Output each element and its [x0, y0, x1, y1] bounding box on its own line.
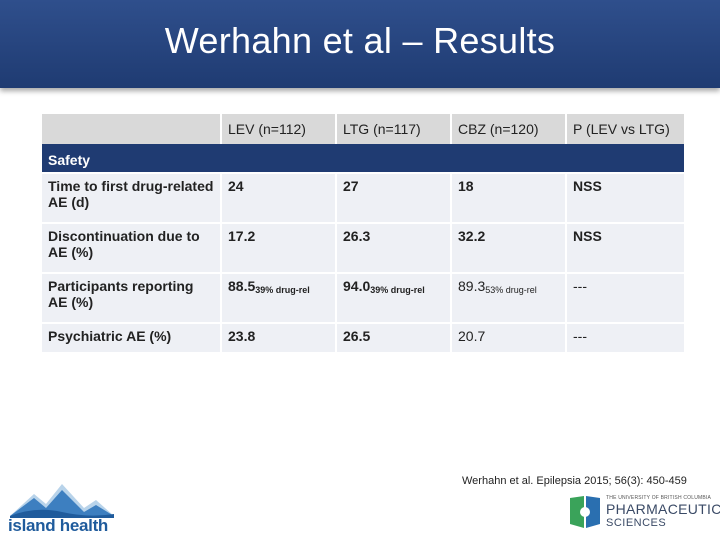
slide-title: Werhahn et al – Results [164, 20, 556, 61]
row-label: Time to first drug-related AE (d) [42, 172, 220, 222]
ubc-sciences: SCIENCES [606, 517, 667, 529]
cell-lev: 88.539% drug-rel [220, 272, 335, 322]
cell-ltg: 26.3 [335, 222, 450, 272]
header-cell-cbz: CBZ (n=120) [450, 114, 565, 144]
island-health-logo: island health [8, 516, 109, 535]
cell-sub-lev: 39% drug-rel [255, 285, 310, 295]
island-health-mountain-icon [10, 484, 114, 518]
header-cell-p: P (LEV vs LTG) [565, 114, 684, 144]
cell-lev: 24 [220, 172, 335, 222]
table-row: Participants reporting AE (%) 88.539% dr… [42, 272, 684, 322]
cell-p: NSS [565, 172, 684, 222]
cell-lev: 17.2 [220, 222, 335, 272]
table-row: Discontinuation due to AE (%) 17.2 26.3 … [42, 222, 684, 272]
section-row-safety: Safety [42, 144, 684, 172]
cell-p: --- [565, 322, 684, 352]
cell-sub-cbz: 53% drug-rel [485, 285, 537, 295]
results-table: LEV (n=112) LTG (n=117) CBZ (n=120) P (L… [42, 114, 684, 352]
cell-cbz: 20.7 [450, 322, 565, 352]
cell-p: --- [565, 272, 684, 322]
cell-cbz: 32.2 [450, 222, 565, 272]
citation: Werhahn et al. Epilepsia 2015; 56(3): 45… [462, 475, 687, 487]
cell-lev: 23.8 [220, 322, 335, 352]
cell-ltg: 94.039% drug-rel [335, 272, 450, 322]
cell-ltg: 26.5 [335, 322, 450, 352]
title-bar: Werhahn et al – Results [0, 0, 720, 88]
cell-cbz: 89.353% drug-rel [450, 272, 565, 322]
row-label: Participants reporting AE (%) [42, 272, 220, 322]
header-cell-ltg: LTG (n=117) [335, 114, 450, 144]
section-label: Safety [42, 144, 684, 172]
header-cell-lev: LEV (n=112) [220, 114, 335, 144]
table-row: Time to first drug-related AE (d) 24 27 … [42, 172, 684, 222]
ubc-name: THE UNIVERSITY OF BRITISH COLUMBIA [606, 495, 712, 501]
row-label: Discontinuation due to AE (%) [42, 222, 220, 272]
table-header-row: LEV (n=112) LTG (n=117) CBZ (n=120) P (L… [42, 114, 684, 144]
cell-ltg: 27 [335, 172, 450, 222]
ubc-pharmaceutical: PHARMACEUTICAL [606, 501, 720, 517]
cell-p: NSS [565, 222, 684, 272]
cell-cbz: 18 [450, 172, 565, 222]
row-label: Psychiatric AE (%) [42, 322, 220, 352]
cell-sub-ltg: 39% drug-rel [370, 285, 425, 295]
ubc-pharmacy-mark-icon [570, 496, 600, 528]
table-row: Psychiatric AE (%) 23.8 26.5 20.7 --- [42, 322, 684, 352]
header-cell-empty [42, 114, 220, 144]
